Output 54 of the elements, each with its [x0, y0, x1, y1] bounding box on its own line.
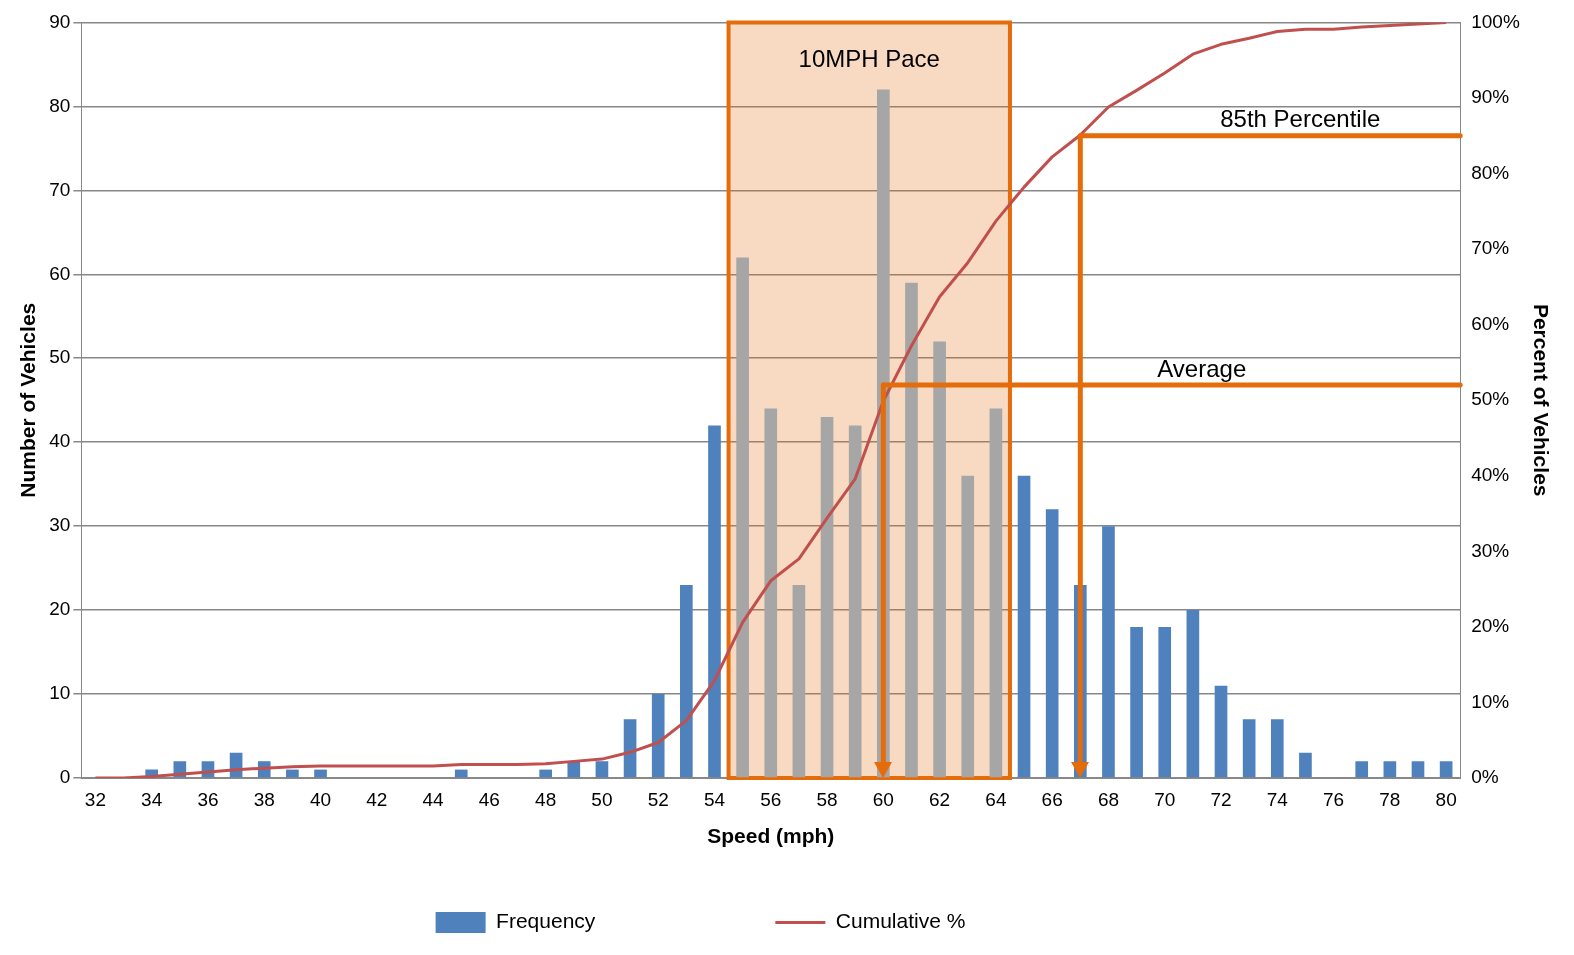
x-tick-label: 74 — [1266, 788, 1289, 810]
y2-axis-title: Percent of Vehicles — [1529, 303, 1553, 497]
y2-tick-label: 30% — [1471, 539, 1510, 561]
x-tick-label: 56 — [760, 788, 782, 810]
y2-tick-label: 10% — [1471, 690, 1510, 712]
x-tick-label: 34 — [141, 788, 163, 810]
x-tick-label: 68 — [1097, 788, 1120, 810]
y-tick-label: 20 — [49, 598, 71, 620]
y2-tick-label: 40% — [1471, 463, 1510, 485]
y2-tick-label: 80% — [1471, 161, 1510, 183]
legend-label: Cumulative % — [835, 909, 1134, 933]
x-tick-label: 58 — [816, 788, 838, 810]
y2-tick-label: 70% — [1471, 237, 1510, 259]
y-tick-label: 70 — [49, 178, 71, 200]
y2-tick-label: 50% — [1471, 388, 1510, 410]
x-tick-label: 72 — [1210, 788, 1232, 810]
y-tick-label: 30 — [49, 514, 71, 536]
y-tick-label: 60 — [49, 262, 71, 284]
x-tick-label: 62 — [929, 788, 951, 810]
x-tick-label: 44 — [422, 788, 445, 810]
y2-tick-label: 60% — [1471, 312, 1510, 334]
y2-tick-label: 0% — [1471, 766, 1499, 788]
y2-tick-label: 90% — [1471, 86, 1510, 108]
x-tick-label: 32 — [84, 788, 106, 810]
x-tick-label: 42 — [366, 788, 388, 810]
y-tick-label: 90 — [49, 10, 71, 32]
band-label: 10MPH Pace — [798, 45, 940, 73]
y2-tick-label: 20% — [1471, 615, 1510, 637]
x-tick-label: 54 — [703, 788, 726, 810]
y-tick-label: 40 — [49, 430, 71, 452]
y-tick-label: 50 — [49, 346, 71, 368]
y-tick-label: 80 — [49, 94, 71, 116]
x-tick-label: 76 — [1323, 788, 1345, 810]
x-tick-label: 78 — [1379, 788, 1401, 810]
legend-label: Frequency — [496, 909, 764, 933]
y2-tick-label: 100% — [1471, 10, 1520, 32]
x-tick-label: 36 — [197, 788, 219, 810]
x-tick-label: 50 — [591, 788, 613, 810]
x-tick-label: 38 — [253, 788, 275, 810]
x-tick-label: 46 — [478, 788, 500, 810]
x-tick-label: 64 — [985, 788, 1007, 810]
y-tick-label: 0 — [59, 766, 71, 788]
y-axis-title: Number of Vehicles — [16, 302, 40, 498]
ref-line-label: 85th Percentile — [1220, 105, 1381, 133]
x-tick-label: 48 — [535, 788, 557, 810]
x-tick-label: 70 — [1154, 788, 1176, 810]
y-tick-label: 10 — [49, 682, 71, 704]
x-tick-label: 52 — [647, 788, 669, 810]
x-tick-label: 80 — [1435, 788, 1457, 810]
x-tick-label: 66 — [1041, 788, 1063, 810]
ref-line-label: Average — [1157, 354, 1247, 382]
x-tick-label: 60 — [872, 788, 894, 810]
x-tick-label: 40 — [309, 788, 332, 810]
x-axis-title: Speed (mph) — [707, 824, 835, 848]
